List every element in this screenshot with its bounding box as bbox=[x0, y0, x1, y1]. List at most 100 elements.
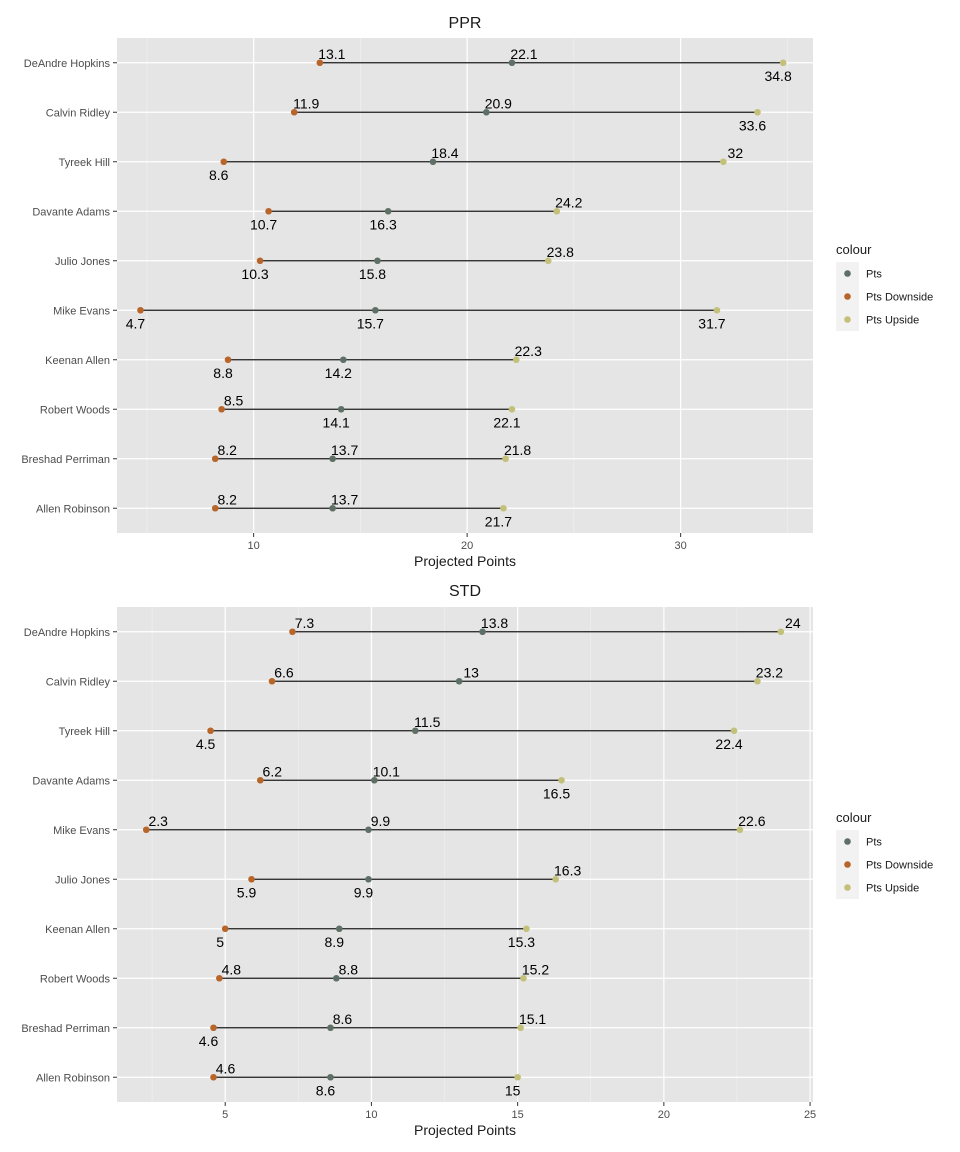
data-label-pts: 20.9 bbox=[485, 95, 512, 111]
y-category-label: Breshad Perriman bbox=[21, 454, 110, 466]
y-category-label: Allen Robinson bbox=[36, 1072, 110, 1084]
data-label-pts-downside: 4.8 bbox=[222, 961, 242, 977]
data-label-pts-upside: 22.4 bbox=[715, 736, 742, 752]
data-label-pts-upside: 16.3 bbox=[554, 862, 581, 878]
point-pts bbox=[365, 875, 372, 883]
y-category-label: Calvin Ridley bbox=[46, 676, 111, 688]
legend: colour Pts Pts Downside Pts Upside bbox=[836, 242, 933, 331]
chart-panel-ppr: PPR 10 20 30 Projected Points DeAndre Hopkins… bbox=[21, 15, 813, 569]
y-category-label: Robert Woods bbox=[40, 404, 111, 416]
x-tick-label: 25 bbox=[804, 1109, 816, 1121]
legend-swatch bbox=[844, 861, 851, 868]
y-category-label: Calvin Ridley bbox=[46, 107, 111, 119]
y-category-label: Keenan Allen bbox=[45, 355, 110, 367]
legend-swatch bbox=[844, 293, 851, 300]
point-pts bbox=[455, 677, 463, 685]
y-category-label: Mike Evans bbox=[53, 825, 110, 837]
x-tick-label: 5 bbox=[222, 1109, 228, 1121]
data-label-pts-downside: 6.2 bbox=[263, 763, 283, 779]
legend-title: colour bbox=[836, 810, 872, 825]
data-label-pts-downside: 2.3 bbox=[149, 813, 169, 829]
chart-title: PPR bbox=[449, 15, 482, 32]
data-label-pts-upside: 22.1 bbox=[493, 414, 520, 430]
legend: colour Pts Pts Downside Pts Upside bbox=[836, 810, 933, 899]
plot-panel bbox=[117, 38, 813, 533]
data-label-pts-downside: 5 bbox=[216, 934, 224, 950]
point-pts-downside bbox=[220, 158, 228, 166]
data-label-pts-downside: 8.2 bbox=[217, 442, 237, 458]
point-pts bbox=[329, 504, 336, 512]
point-pts-upside bbox=[500, 504, 507, 512]
point-pts bbox=[371, 776, 378, 784]
chart-title: STD bbox=[449, 583, 481, 600]
point-pts-downside bbox=[211, 455, 219, 463]
point-pts-upside bbox=[720, 158, 727, 166]
data-label-pts: 15.8 bbox=[359, 266, 386, 282]
data-label-pts: 22.1 bbox=[510, 46, 537, 62]
point-pts bbox=[429, 158, 437, 166]
data-label-pts-upside: 23.8 bbox=[547, 244, 574, 260]
data-label-pts-upside: 34.8 bbox=[764, 68, 791, 84]
point-pts-downside bbox=[142, 826, 150, 834]
data-label-pts-upside: 15.3 bbox=[508, 934, 535, 950]
data-label-pts-upside: 16.5 bbox=[543, 785, 570, 801]
point-pts-upside bbox=[552, 875, 559, 883]
point-pts-upside bbox=[523, 925, 530, 933]
point-pts-upside bbox=[730, 727, 738, 735]
data-label-pts-downside: 11.9 bbox=[293, 95, 319, 111]
legend-label: Pts Upside bbox=[866, 315, 919, 327]
point-pts bbox=[374, 257, 381, 265]
point-pts-upside bbox=[514, 1073, 521, 1081]
data-label-pts-downside: 10.7 bbox=[250, 216, 277, 232]
point-pts bbox=[337, 405, 345, 413]
legend-title: colour bbox=[836, 242, 872, 257]
point-pts-upside bbox=[502, 455, 509, 463]
point-pts bbox=[365, 826, 372, 834]
y-category-label: Tyreek Hill bbox=[59, 157, 110, 169]
data-label-pts: 8.6 bbox=[333, 1011, 353, 1027]
data-label-pts: 13.8 bbox=[481, 615, 508, 631]
data-label-pts: 13.7 bbox=[331, 491, 358, 507]
point-pts-upside bbox=[544, 257, 552, 265]
data-label-pts-downside: 6.6 bbox=[274, 664, 294, 680]
data-label-pts-upside: 22.3 bbox=[515, 343, 542, 359]
data-label-pts-upside: 22.6 bbox=[738, 813, 765, 829]
point-pts-downside bbox=[211, 504, 219, 512]
point-pts bbox=[372, 306, 379, 314]
point-pts-downside bbox=[224, 356, 232, 364]
point-pts bbox=[333, 974, 340, 982]
data-label-pts-downside: 5.9 bbox=[237, 884, 257, 900]
data-label-pts-upside: 15.2 bbox=[522, 961, 549, 977]
point-pts bbox=[508, 59, 516, 67]
point-pts bbox=[483, 108, 490, 116]
x-tick-label: 15 bbox=[512, 1109, 524, 1121]
point-pts-downside bbox=[268, 677, 276, 685]
data-label-pts-upside: 24.2 bbox=[555, 194, 582, 210]
legend-label: Pts bbox=[866, 837, 882, 849]
y-category-label: Julio Jones bbox=[55, 256, 111, 268]
point-pts-downside bbox=[210, 1073, 217, 1081]
data-label-pts: 9.9 bbox=[371, 813, 391, 829]
legend-label: Pts bbox=[866, 269, 882, 281]
data-label-pts: 13.7 bbox=[331, 442, 358, 458]
y-category-label: DeAndre Hopkins bbox=[24, 627, 111, 639]
data-label-pts-downside: 8.8 bbox=[213, 365, 233, 381]
y-category-label: DeAndre Hopkins bbox=[24, 58, 111, 70]
point-pts bbox=[335, 925, 343, 933]
x-tick-label: 10 bbox=[248, 540, 260, 552]
legend-swatch bbox=[844, 884, 851, 891]
point-pts-upside bbox=[779, 59, 787, 67]
point-pts-downside bbox=[210, 1024, 217, 1032]
data-label-pts-downside: 8.5 bbox=[224, 392, 244, 408]
data-label-pts: 14.2 bbox=[325, 365, 352, 381]
point-pts-upside bbox=[754, 108, 761, 116]
data-label-pts-downside: 10.3 bbox=[241, 266, 268, 282]
y-category-label: Julio Jones bbox=[55, 874, 111, 886]
data-label-pts-upside: 15.1 bbox=[519, 1011, 546, 1027]
point-pts-downside bbox=[265, 207, 272, 215]
point-pts-downside bbox=[290, 108, 298, 116]
data-label-pts: 16.3 bbox=[370, 216, 397, 232]
data-label-pts: 18.4 bbox=[431, 145, 458, 161]
y-category-label: Mike Evans bbox=[53, 305, 110, 317]
